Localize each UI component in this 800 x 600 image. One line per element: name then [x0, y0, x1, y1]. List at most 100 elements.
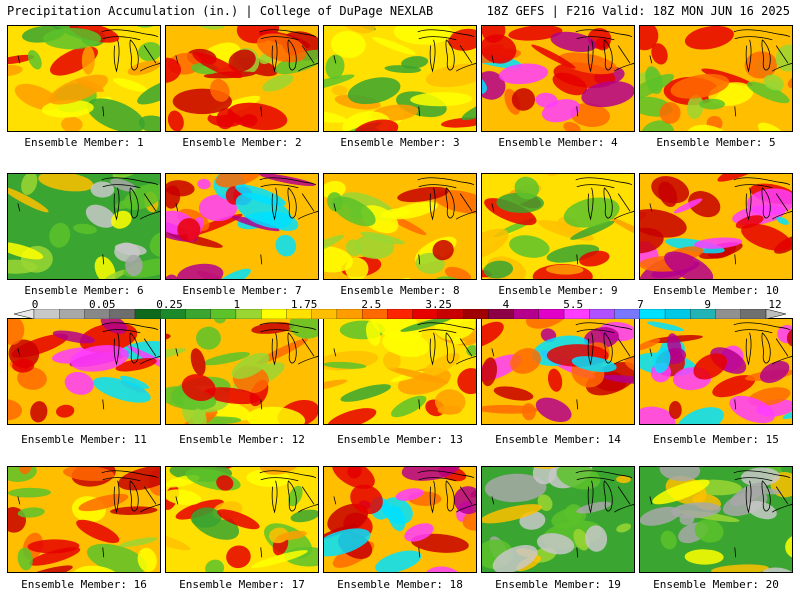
- colorbar-left-arrow: [14, 309, 35, 319]
- precip-contour: [190, 348, 206, 376]
- colorbar-swatch: [563, 309, 590, 319]
- ensemble-member-label: Ensemble Member: 10: [653, 284, 779, 297]
- precip-contour: [660, 530, 677, 550]
- precip-contour: [262, 74, 294, 92]
- ensemble-member-map: [481, 173, 635, 280]
- coastline-fragment: [333, 496, 421, 558]
- ensemble-member-map: [481, 25, 635, 132]
- ensemble-member-label: Ensemble Member: 4: [498, 136, 618, 149]
- precip-contour: [8, 467, 37, 482]
- precip-contour: [231, 352, 270, 379]
- precip-contour: [213, 319, 226, 324]
- precip-contour: [735, 215, 764, 229]
- precip-contour: [688, 191, 721, 218]
- ensemble-member-map: [165, 173, 319, 280]
- precip-contour: [375, 550, 422, 572]
- precip-contour: [259, 467, 302, 475]
- precip-contour: [711, 564, 769, 572]
- colorbar-tick-label: 5.5: [563, 298, 584, 311]
- precip-contour: [434, 190, 476, 214]
- coastline-fragment: [17, 496, 105, 558]
- precip-contour: [166, 274, 179, 279]
- precip-contour: [41, 99, 94, 118]
- ensemble-member-map: [323, 466, 477, 573]
- precip-contour: [558, 52, 618, 75]
- precip-contour: [8, 259, 38, 274]
- precip-contour: [640, 26, 659, 51]
- precip-contour: [240, 114, 258, 127]
- ensemble-member-label: Ensemble Member: 20: [653, 578, 779, 591]
- precip-contour: [461, 97, 476, 121]
- precip-contour: [730, 482, 767, 507]
- colorbar-swatch: [513, 309, 540, 319]
- precip-contour: [492, 544, 538, 572]
- coastline-fragment: [175, 496, 263, 558]
- precip-contour: [324, 379, 348, 393]
- ensemble-member-map: [639, 25, 793, 132]
- ensemble-member-label: Ensemble Member: 5: [656, 136, 776, 149]
- precip-contour: [190, 507, 222, 528]
- precip-contour: [360, 231, 405, 245]
- precip-contour: [694, 519, 724, 543]
- precip-contour: [205, 559, 225, 572]
- ensemble-member-label: Ensemble Member: 3: [340, 136, 460, 149]
- ensemble-member-label: Ensemble Member: 18: [337, 578, 463, 591]
- precip-contour: [483, 260, 514, 279]
- precip-contour: [585, 525, 608, 552]
- precip-contour: [671, 502, 722, 519]
- great-lakes-outline: [575, 29, 634, 73]
- precip-contour: [73, 223, 97, 235]
- coastline-fragment: [649, 496, 737, 558]
- precip-contour: [327, 503, 369, 534]
- precip-contour: [717, 174, 774, 182]
- precip-contour: [425, 63, 476, 88]
- precip-contour: [741, 223, 792, 251]
- ensemble-member-label: Ensemble Member: 15: [653, 433, 779, 446]
- precip-contour: [570, 220, 615, 240]
- precip-contour: [203, 351, 250, 366]
- precip-contour: [49, 222, 71, 248]
- precip-contour: [81, 46, 95, 75]
- precip-contour: [759, 360, 790, 383]
- colorbar-swatch: [286, 309, 313, 319]
- precip-contour: [93, 377, 151, 403]
- precip-contour: [340, 384, 392, 402]
- precip-contour: [331, 196, 376, 227]
- ensemble-member-label: Ensemble Member: 11: [21, 433, 147, 446]
- great-lakes-outline: [733, 470, 792, 514]
- coastline-fragment: [333, 203, 421, 265]
- precip-contour: [786, 327, 792, 347]
- precip-contour: [482, 228, 509, 260]
- precip-contour: [785, 534, 792, 559]
- precip-contour: [647, 321, 684, 332]
- precip-contour: [535, 397, 572, 423]
- great-lakes-outline: [575, 177, 634, 221]
- precip-contour: [290, 509, 318, 523]
- precip-contour: [235, 192, 292, 229]
- precip-contour: [256, 33, 307, 63]
- precip-contour: [525, 319, 571, 329]
- precip-contour: [137, 77, 160, 105]
- precip-contour: [693, 237, 743, 249]
- precip-contour: [511, 88, 536, 111]
- precip-contour: [149, 231, 160, 258]
- colorbar-swatch: [261, 309, 288, 319]
- precip-contour: [397, 186, 449, 203]
- precip-contour: [640, 120, 675, 131]
- precip-contour: [693, 353, 728, 380]
- great-lakes-outline: [575, 470, 634, 514]
- precip-contour: [259, 174, 315, 187]
- precip-contour: [61, 116, 83, 131]
- colorbar-swatch: [412, 309, 439, 319]
- precipitation-colorbar: [14, 309, 786, 319]
- precip-contour: [17, 367, 47, 390]
- precip-contour: [250, 550, 308, 569]
- ensemble-member-map: [323, 173, 477, 280]
- precip-contour: [556, 467, 601, 490]
- coastline-fragment: [175, 203, 263, 265]
- great-lakes-outline: [101, 177, 160, 221]
- precip-contour: [56, 404, 75, 418]
- precip-contour: [645, 66, 663, 95]
- colorbar-swatch: [336, 309, 363, 319]
- precip-contour: [651, 43, 668, 65]
